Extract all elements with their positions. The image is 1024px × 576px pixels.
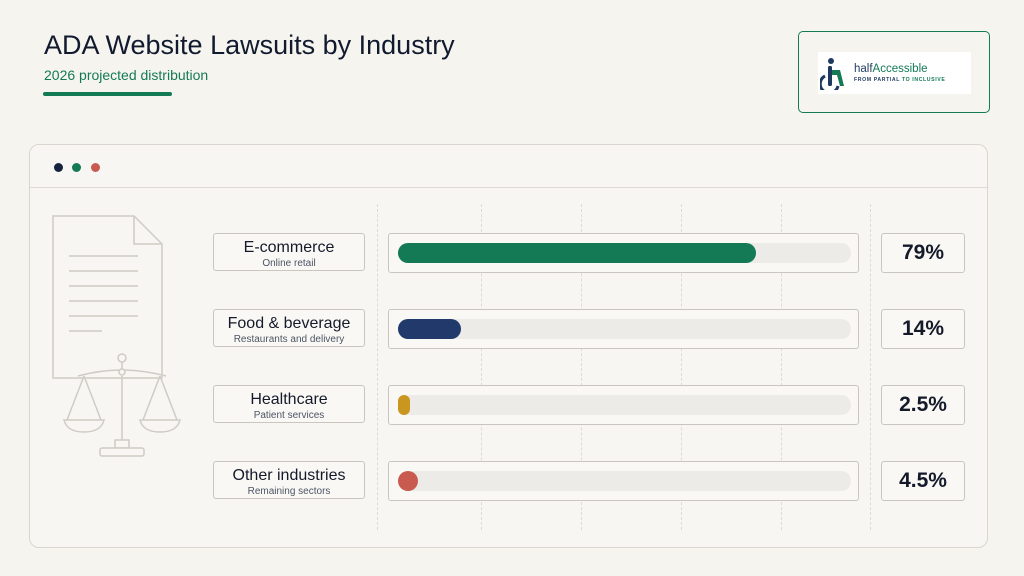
page-subtitle: 2026 projected distribution — [44, 67, 209, 83]
value-label-food-beverage: 14% — [881, 309, 965, 349]
scales-of-justice-icon — [63, 353, 181, 457]
bar-label-ecommerce: E-commerce Online retail — [213, 233, 365, 271]
page-title: ADA Website Lawsuits by Industry — [44, 30, 455, 60]
bar-healthcare — [398, 395, 410, 415]
brand-logo: halfAccessible FROM PARTIAL TO INCLUSIVE — [818, 52, 971, 94]
bar-track-food-beverage — [388, 309, 859, 349]
panel-header-divider — [30, 187, 987, 188]
grid-line — [781, 204, 782, 530]
grid-line — [581, 204, 582, 530]
grid-line — [870, 204, 871, 530]
window-dot-green — [72, 163, 81, 172]
title-underline — [43, 92, 172, 96]
grid-line — [481, 204, 482, 530]
bar-track-healthcare — [388, 385, 859, 425]
bar-food-beverage — [398, 319, 462, 339]
brand-tagline: FROM PARTIAL TO INCLUSIVE — [854, 77, 946, 83]
accessibility-logo-icon — [820, 58, 844, 90]
bar-label-food-beverage: Food & beverage Restaurants and delivery — [213, 309, 365, 347]
value-label-ecommerce: 79% — [881, 233, 965, 273]
window-dot-navy — [54, 163, 63, 172]
document-icon — [52, 215, 163, 379]
value-label-other-industries: 4.5% — [881, 461, 965, 501]
window-dot-red — [91, 163, 100, 172]
bar-other-industries — [398, 471, 419, 491]
bar-ecommerce — [398, 243, 756, 263]
document-scales-illustration — [52, 215, 181, 457]
bar-track-ecommerce — [388, 233, 859, 273]
bar-label-healthcare: Healthcare Patient services — [213, 385, 365, 423]
grid-line — [377, 204, 378, 530]
bar-track-other-industries — [388, 461, 859, 501]
brand-name: halfAccessible — [854, 63, 928, 75]
value-label-healthcare: 2.5% — [881, 385, 965, 425]
bar-label-other-industries: Other industries Remaining sectors — [213, 461, 365, 499]
grid-line — [681, 204, 682, 530]
brand-logo-card: halfAccessible FROM PARTIAL TO INCLUSIVE — [798, 31, 990, 113]
